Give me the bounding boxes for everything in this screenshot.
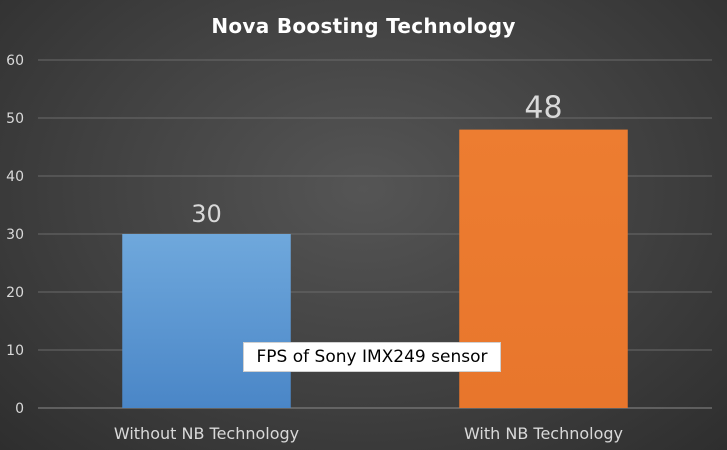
data-label: 48 (524, 91, 562, 126)
y-tick-label: 30 (6, 227, 24, 243)
y-tick-label: 0 (15, 401, 24, 417)
x-tick-label: Without NB Technology (114, 424, 299, 443)
x-tick-label: With NB Technology (464, 424, 623, 443)
annotation-label: FPS of Sony IMX249 sensor (243, 342, 501, 372)
y-tick-label: 40 (6, 169, 24, 185)
y-tick-label: 20 (6, 285, 24, 301)
data-label: 30 (191, 200, 222, 228)
y-tick-label: 60 (6, 53, 24, 69)
bar-without-nb (122, 234, 291, 408)
y-tick-label: 10 (6, 343, 24, 359)
chart-title: Nova Boosting Technology (211, 14, 516, 38)
y-tick-label: 50 (6, 111, 24, 127)
